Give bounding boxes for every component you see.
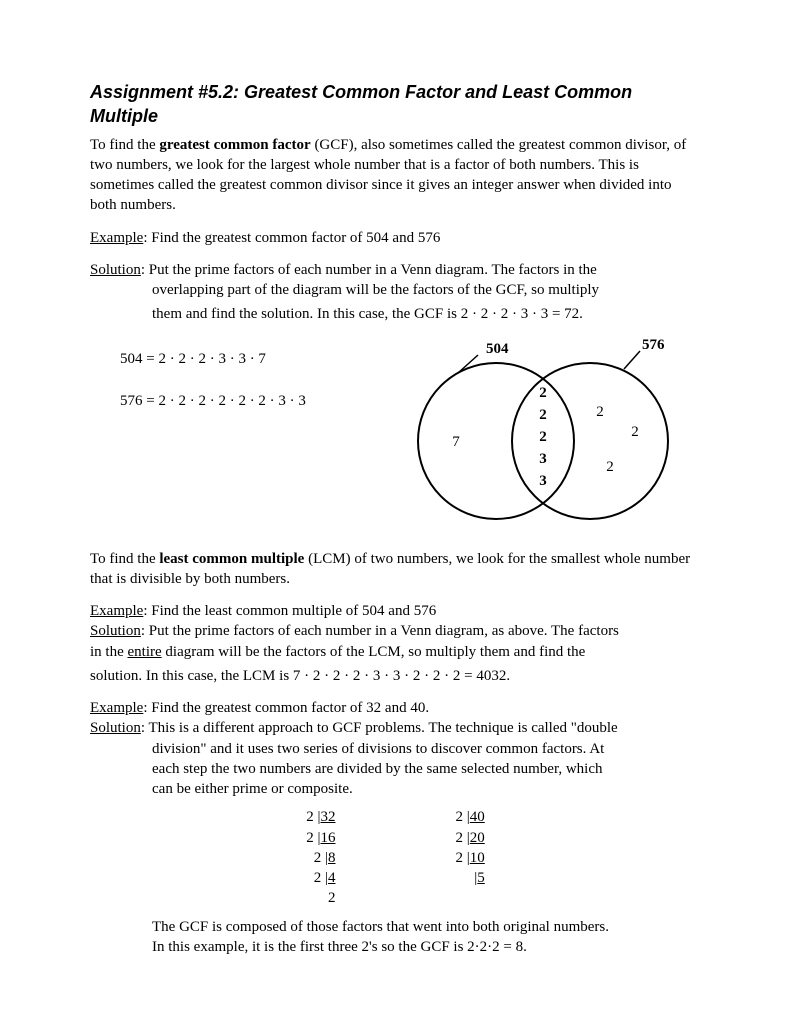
double-division: 2 |322 |162 |82 |42 2 |402 |202 |10 |5	[90, 807, 701, 908]
solution-label: Solution	[90, 623, 141, 639]
example-3: Example: Find the greatest common factor…	[90, 698, 701, 718]
solution-1: Solution: Put the prime factors of each …	[90, 260, 701, 325]
dd-left-column: 2 |322 |162 |82 |42	[306, 807, 335, 908]
solution-label: Solution	[90, 262, 141, 278]
intro-text-a: To find the	[90, 137, 159, 153]
intro-bold: greatest common factor	[159, 137, 310, 153]
solution-3d: can be either prime or composite.	[90, 779, 701, 799]
svg-text:504: 504	[486, 341, 509, 357]
dd-right-column: 2 |402 |202 |10 |5	[456, 807, 485, 908]
solution-3: Solution: This is a different approach t…	[90, 718, 701, 799]
example-2-text: : Find the least common multiple of 504 …	[143, 603, 436, 619]
svg-text:2: 2	[539, 407, 547, 423]
svg-text:3: 3	[539, 451, 547, 467]
dd-line: 2 |20	[456, 828, 485, 848]
dd-line: 2 |32	[306, 807, 335, 827]
dd-line: 2 |8	[306, 848, 335, 868]
solution-3b: division" and it uses two series of divi…	[90, 739, 701, 759]
dd-line: 2 |16	[306, 828, 335, 848]
svg-text:2: 2	[606, 459, 614, 475]
solution-2b2: diagram will be the factors of the LCM, …	[162, 644, 586, 660]
solution-2b-line: in the entire diagram will be the factor…	[90, 642, 701, 662]
example-2: Example: Find the least common multiple …	[90, 601, 701, 621]
solution-2c: solution. In this case, the LCM is 7 · 2…	[90, 666, 701, 686]
lcm-bold: least common multiple	[159, 551, 304, 567]
dd-line: 2 |40	[456, 807, 485, 827]
fact-504: 504 = 2 · 2 · 2 · 3 · 3 · 7	[120, 349, 350, 369]
dd-line: 2	[306, 888, 335, 908]
dd-line: 2 |4	[306, 868, 335, 888]
svg-text:2: 2	[631, 424, 639, 440]
dd-line: |5	[456, 868, 485, 888]
svg-text:2: 2	[596, 404, 604, 420]
example-label: Example	[90, 700, 143, 716]
solution-2: Solution: Put the prime factors of each …	[90, 621, 701, 686]
intro-paragraph: To find the greatest common factor (GCF)…	[90, 135, 701, 216]
solution-label: Solution	[90, 720, 141, 736]
svg-text:3: 3	[539, 473, 547, 489]
solution-1a: : Put the prime factors of each number i…	[141, 262, 597, 278]
solution-2b-u: entire	[128, 644, 162, 660]
venn-svg: 504 576 7 2 2 2 3 3 2 2 2	[378, 331, 698, 531]
example-3-text: : Find the greatest common factor of 32 …	[143, 700, 429, 716]
solution-3c: each step the two numbers are divided by…	[90, 759, 701, 779]
page-title: Assignment #5.2: Greatest Common Factor …	[90, 80, 701, 129]
solution-3a: : This is a different approach to GCF pr…	[141, 720, 618, 736]
svg-text:2: 2	[539, 429, 547, 445]
lcm-paragraph: To find the least common multiple (LCM) …	[90, 549, 701, 590]
svg-text:576: 576	[642, 337, 665, 353]
solution-1c: them and find the solution. In this case…	[90, 304, 701, 324]
conclusion-b: In this example, it is the first three 2…	[90, 937, 701, 957]
factorization-row: 504 = 2 · 2 · 2 · 3 · 3 · 7 576 = 2 · 2 …	[90, 331, 701, 531]
example-label: Example	[90, 603, 143, 619]
svg-text:7: 7	[452, 434, 460, 450]
example-1: Example: Find the greatest common factor…	[90, 228, 701, 248]
example-1-text: : Find the greatest common factor of 504…	[143, 230, 440, 246]
fact-576: 576 = 2 · 2 · 2 · 2 · 2 · 2 · 3 · 3	[120, 391, 350, 411]
solution-2b: in the	[90, 644, 128, 660]
svg-text:2: 2	[539, 385, 547, 401]
conclusion-a: The GCF is composed of those factors tha…	[90, 917, 701, 937]
lcm-a: To find the	[90, 551, 159, 567]
solution-2a: : Put the prime factors of each number i…	[141, 623, 619, 639]
factor-equations: 504 = 2 · 2 · 2 · 3 · 3 · 7 576 = 2 · 2 …	[90, 331, 350, 434]
document-page: Assignment #5.2: Greatest Common Factor …	[0, 0, 791, 1024]
venn-diagram: 504 576 7 2 2 2 3 3 2 2 2	[378, 331, 698, 531]
example-label: Example	[90, 230, 143, 246]
dd-line: 2 |10	[456, 848, 485, 868]
solution-1b: overlapping part of the diagram will be …	[90, 280, 701, 300]
